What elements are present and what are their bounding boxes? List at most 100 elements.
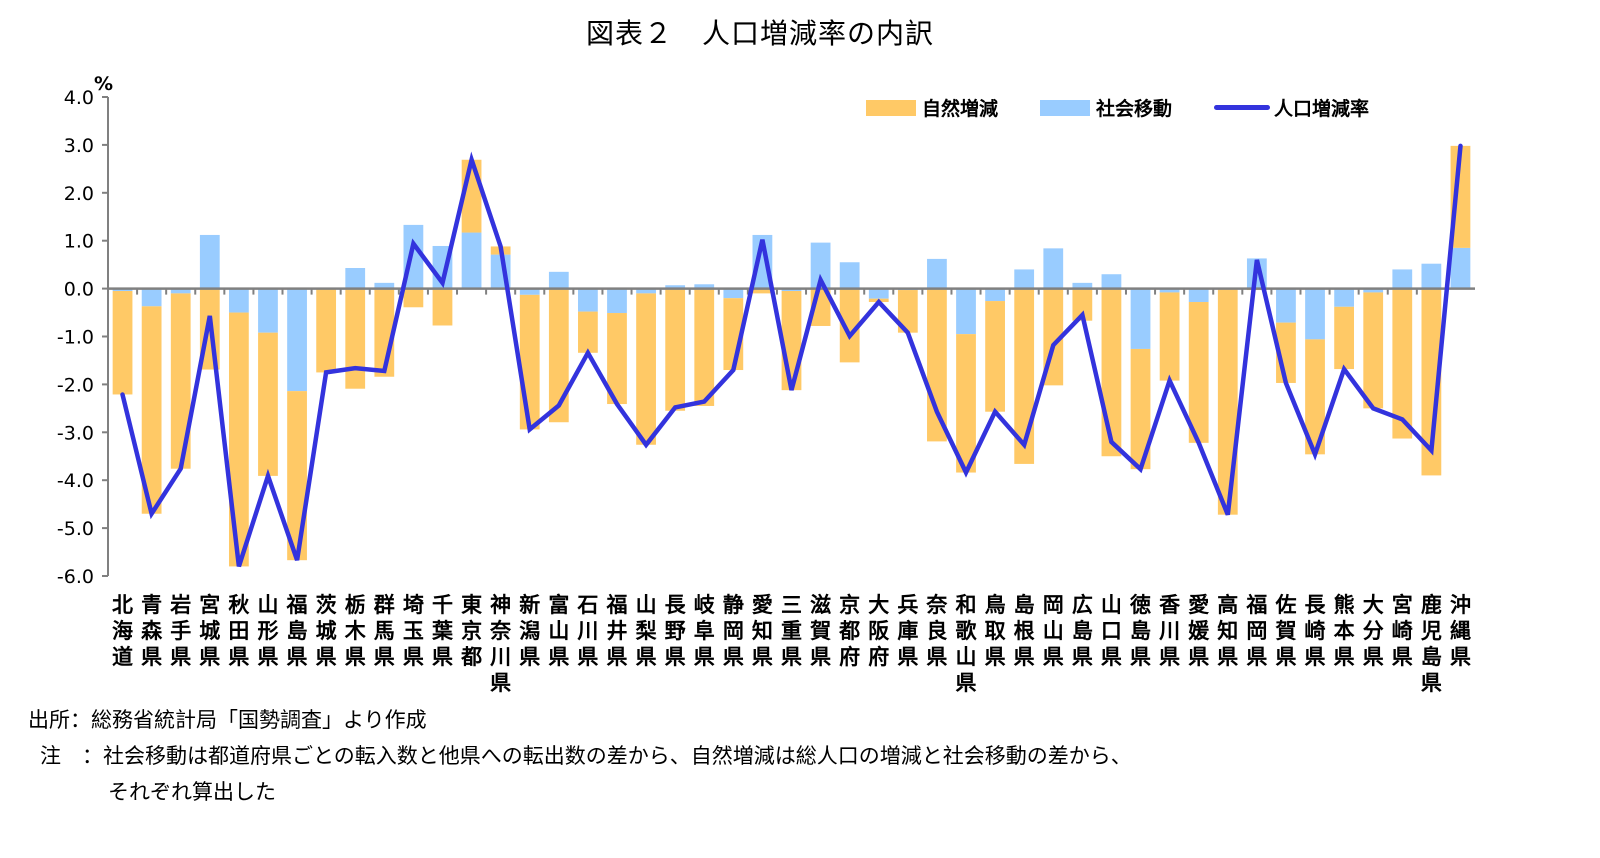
bar-natural (432, 288, 453, 326)
bar-social (1450, 247, 1471, 289)
bar-natural (316, 289, 337, 373)
bar-natural (1072, 288, 1093, 321)
x-category-label: 宮崎県 (1392, 593, 1413, 669)
legend-label-total: 人口増減率 (1274, 98, 1370, 120)
x-category-label: 高知県 (1217, 593, 1238, 669)
x-category-label: 沖縄県 (1450, 593, 1471, 669)
bar-social (141, 288, 162, 307)
bar-natural (665, 288, 686, 411)
bars-layer (112, 145, 1471, 567)
legend-item-social: 社会移動 (1040, 94, 1172, 121)
x-category-label: 熊本県 (1334, 593, 1355, 669)
bar-social (636, 288, 656, 294)
y-tick-label: -3.0 (57, 422, 94, 444)
bar-natural (578, 311, 598, 353)
x-category-label: 奈良県 (925, 593, 948, 669)
x-category-label: 兵庫県 (897, 593, 918, 669)
y-axis-unit: % (94, 73, 113, 95)
bar-natural (985, 301, 1005, 412)
x-category-label: 山口県 (1101, 593, 1122, 669)
x-category-label: 静岡県 (723, 593, 744, 669)
x-category-label: 福島県 (286, 593, 308, 669)
bar-social (199, 234, 220, 289)
x-category-label: 滋賀県 (809, 593, 831, 669)
x-category-label: 広島県 (1072, 593, 1093, 669)
bar-social (1159, 288, 1180, 293)
x-category-label: 徳島県 (1129, 593, 1151, 669)
x-category-label: 長崎県 (1305, 593, 1327, 669)
x-category-label: 三重県 (781, 593, 802, 669)
bar-social (868, 288, 889, 299)
bar-social (1421, 263, 1442, 289)
y-tick-label: 3.0 (64, 135, 94, 157)
legend-item-natural: 自然増減 (866, 94, 998, 121)
x-category-label: 佐賀県 (1274, 593, 1296, 669)
bar-natural (170, 293, 191, 469)
x-category-label: 岐阜県 (694, 593, 716, 669)
source-note: 出所：総務省統計局「国勢調査」より作成 (28, 708, 427, 732)
x-category-label: 宮城県 (199, 593, 220, 669)
bar-natural (694, 288, 715, 406)
y-tick-label: 1.0 (64, 231, 94, 253)
x-category-label: 秋田県 (228, 593, 250, 669)
bar-natural (1101, 288, 1122, 457)
bar-social (839, 262, 860, 289)
bar-natural (956, 334, 976, 473)
bar-natural (1450, 145, 1471, 248)
bar-social (956, 288, 976, 335)
bar-natural (1217, 289, 1238, 515)
bar-natural (345, 288, 366, 389)
bar-natural (897, 290, 918, 333)
bar-natural (607, 313, 627, 405)
bar-social (1276, 288, 1296, 323)
x-category-label: 新潟県 (519, 593, 540, 669)
bar-natural (141, 306, 162, 514)
x-category-label: 青森県 (141, 593, 163, 669)
label-layer: 4.0 3.0 2.0 1.0 0.0 -1.0 -2.0 -3.0 -4.0 -5.0 -6.0%… (57, 73, 1471, 695)
note-line-2: それぞれ算出した (108, 780, 276, 804)
x-category-label: 埼玉県 (403, 593, 424, 669)
x-category-label: 富山県 (548, 593, 569, 669)
chart-title: 図表２ 人口増減率の内訳 (585, 17, 934, 50)
bar-natural (403, 288, 424, 308)
x-category-label: 大阪府 (868, 593, 890, 669)
bar-natural (112, 290, 133, 395)
bar-social (1014, 269, 1035, 289)
bar-natural (548, 288, 569, 423)
bar-social (1188, 288, 1209, 303)
bar-social (1043, 248, 1064, 289)
bar-natural (258, 332, 278, 476)
y-tick-label: 2.0 (64, 183, 94, 205)
bar-natural (927, 288, 947, 442)
y-tick-label: -6.0 (57, 566, 94, 588)
line-layer (120, 143, 1463, 568)
bar-natural (781, 290, 802, 391)
x-category-label: 愛知県 (752, 593, 773, 669)
y-tick-label: 0.0 (64, 279, 94, 301)
legend-swatch-natural (866, 99, 916, 116)
x-category-label: 北海道 (112, 593, 133, 669)
bar-natural (1305, 339, 1325, 455)
bar-social (723, 288, 744, 299)
y-tick-label: -2.0 (57, 374, 94, 396)
bar-social (1334, 288, 1355, 307)
x-category-label: 鹿児島県 (1420, 593, 1442, 695)
x-category-label: 群馬県 (374, 593, 395, 669)
bar-natural (1130, 348, 1151, 470)
bar-natural (519, 294, 540, 430)
y-tick-label: 4.0 (64, 87, 94, 109)
legend-label-natural: 自然増減 (922, 98, 999, 120)
bar-social (927, 258, 947, 289)
x-category-label: 石川県 (576, 593, 598, 669)
bar-natural (1159, 292, 1180, 381)
bar-natural (1334, 306, 1355, 370)
x-category-label: 岡山県 (1043, 593, 1064, 669)
x-category-label: 茨城県 (316, 593, 337, 669)
bar-social (1305, 288, 1325, 340)
x-category-label: 鳥取県 (985, 593, 1006, 669)
legend-label-social: 社会移動 (1096, 98, 1173, 120)
x-category-label: 長野県 (665, 593, 687, 669)
bar-social (258, 288, 278, 333)
axis-layer (102, 96, 1475, 577)
bar-social (345, 268, 366, 289)
